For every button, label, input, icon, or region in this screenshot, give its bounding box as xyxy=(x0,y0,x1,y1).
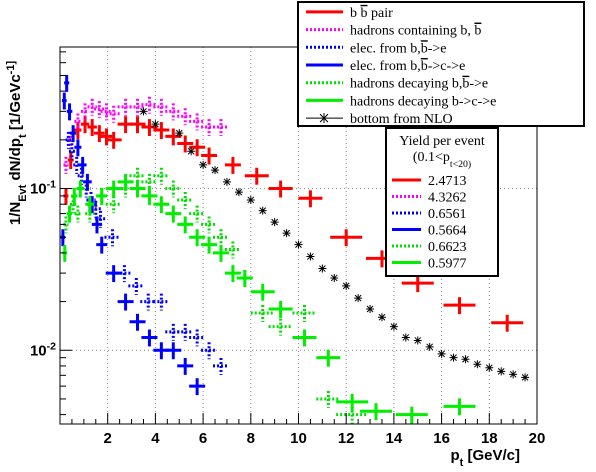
legend-label: bottom from NLO xyxy=(350,112,453,127)
nlo-point xyxy=(282,229,291,238)
legend-label: elec. from b,b->e xyxy=(350,41,447,56)
data-series-layer xyxy=(60,74,530,424)
x-tick-label: 12 xyxy=(338,430,355,447)
yield-box-title: Yield per event xyxy=(399,134,485,149)
nlo-point xyxy=(199,160,208,169)
data-clip-group xyxy=(60,74,530,424)
nlo-point xyxy=(234,188,243,197)
y-axis-label: 1/NEvt dN/dpt [1/GeVc-1] xyxy=(5,61,29,226)
nlo-point xyxy=(509,370,518,379)
legend-box xyxy=(297,1,585,127)
x-tick-label: 20 xyxy=(529,430,546,447)
nlo-point xyxy=(401,333,410,342)
nlo-point xyxy=(222,177,231,186)
axis-ticks: 2 4 6 8 10 12 14 16 18 20 10-1 10-2 xyxy=(30,51,546,447)
nlo-point xyxy=(342,281,351,290)
nlo-point xyxy=(330,273,339,282)
yield-value: 0.6623 xyxy=(428,240,467,255)
x-tick-label: 2 xyxy=(104,430,112,447)
nlo-point xyxy=(366,304,375,313)
x-tick-label: 14 xyxy=(386,430,403,447)
yield-value: 0.5977 xyxy=(428,257,467,272)
nlo-point xyxy=(437,349,446,358)
nlo-point xyxy=(258,206,267,215)
legend-label: hadrons containing b, b xyxy=(350,24,481,39)
yield-box: Yield per event(0.1<pt<20)2.47134.32620.… xyxy=(385,127,499,277)
x-tick-label: 8 xyxy=(247,430,255,447)
legend-label: hadrons decaying b,b->e xyxy=(350,77,488,92)
nlo-point xyxy=(294,240,303,249)
yield-value: 2.4713 xyxy=(428,174,467,189)
nlo-point xyxy=(318,264,327,273)
series-3 xyxy=(60,74,206,396)
yield-value: 0.6561 xyxy=(428,207,467,222)
nlo-point xyxy=(211,166,220,175)
nlo-point xyxy=(485,363,494,372)
nlo-point xyxy=(246,195,255,204)
nlo-point xyxy=(377,313,386,322)
nlo-point xyxy=(151,120,160,129)
yield-value: 4.3262 xyxy=(428,191,467,206)
legend: b b pair hadrons containing b, b elec. fro… xyxy=(297,1,585,127)
nlo-point xyxy=(425,342,434,351)
legend-label: elec. from b,b->c->e xyxy=(350,59,465,74)
nlo-point xyxy=(497,367,506,376)
nlo-point xyxy=(175,129,184,138)
nlo-point xyxy=(270,218,279,227)
y-tick-label: 10-2 xyxy=(30,340,56,359)
nlo-point xyxy=(473,360,482,369)
x-axis-label: pt [GeV/c] xyxy=(450,447,520,469)
series-1 xyxy=(63,96,229,174)
nlo-point xyxy=(187,147,196,156)
yield-box-frame xyxy=(385,127,499,277)
x-tick-label: 18 xyxy=(481,430,498,447)
series-5 xyxy=(62,173,476,424)
nlo-point xyxy=(449,353,458,362)
nlo-point xyxy=(521,373,530,382)
x-tick-label: 6 xyxy=(199,430,207,447)
y-tick-label: 10-1 xyxy=(30,179,56,198)
nlo-point xyxy=(354,294,363,303)
nlo-point xyxy=(306,252,315,261)
x-tick-label: 10 xyxy=(290,430,307,447)
x-tick-label: 4 xyxy=(151,430,160,447)
legend-label: b b pair xyxy=(350,6,393,21)
legend-marker xyxy=(306,113,343,124)
x-tick-label: 16 xyxy=(433,430,450,447)
nlo-point xyxy=(139,107,148,116)
yield-value: 0.5664 xyxy=(428,224,467,239)
series-6 xyxy=(139,107,530,382)
legend-label: hadrons decaying b->c->e xyxy=(350,94,496,109)
series-0 xyxy=(63,116,524,332)
nlo-point xyxy=(413,336,422,345)
yield-box-range: (0.1<pt<20) xyxy=(413,150,471,170)
nlo-point xyxy=(461,355,470,364)
nlo-point xyxy=(389,322,398,331)
